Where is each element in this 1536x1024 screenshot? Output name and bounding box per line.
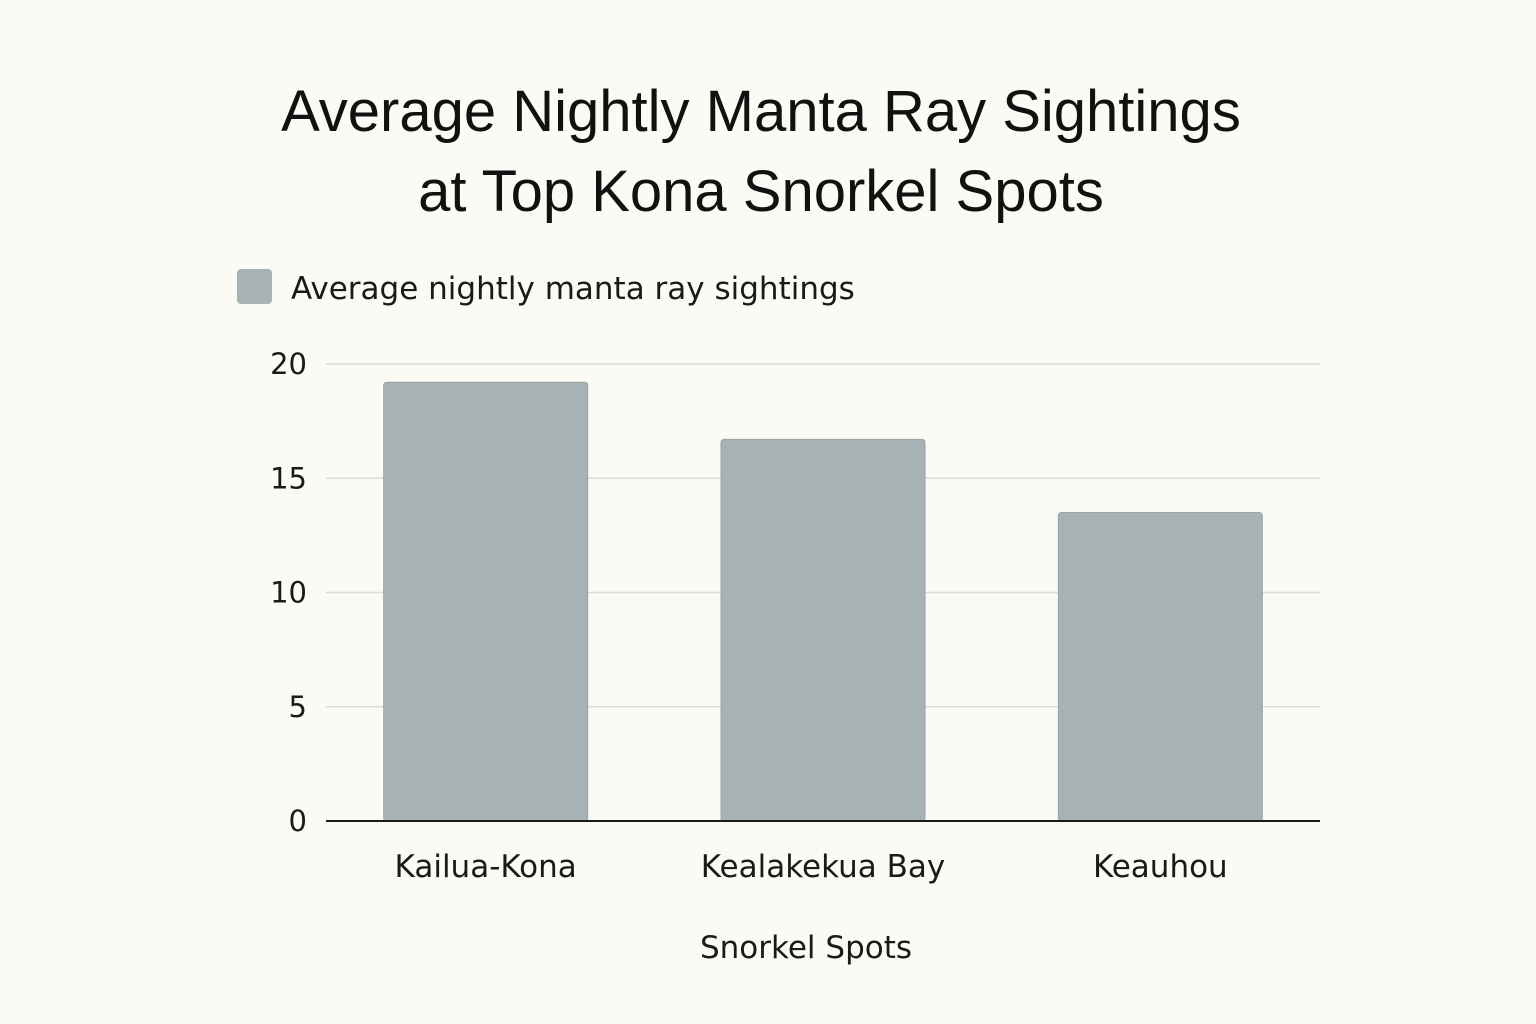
chart-title: Average Nightly Manta Ray Sightings at T… <box>0 72 1522 232</box>
legend-swatch <box>237 269 272 304</box>
y-tick-label: 0 <box>289 804 307 838</box>
bars <box>383 381 1263 822</box>
y-tick-label: 10 <box>270 576 307 610</box>
x-axis-categories: Kailua-Kona Kealakekua Bay Keauhou <box>395 849 1228 885</box>
bar-keauhou <box>1057 512 1263 822</box>
bar-kailua-kona <box>383 381 589 822</box>
x-category-label: Keauhou <box>1093 849 1228 885</box>
legend-label: Average nightly manta ray sightings <box>291 271 855 307</box>
y-tick-label: 20 <box>270 347 307 381</box>
chart-title-line-2: at Top Kona Snorkel Spots <box>418 159 1104 224</box>
x-category-label: Kealakekua Bay <box>701 849 946 885</box>
x-category-label: Kailua-Kona <box>395 849 577 885</box>
legend: Average nightly manta ray sightings <box>237 269 855 307</box>
chart-title-line-1: Average Nightly Manta Ray Sightings <box>281 79 1241 144</box>
y-tick-label: 5 <box>289 690 307 724</box>
y-axis-ticks: 0 5 10 15 20 <box>270 347 307 838</box>
bar-kealakekua-bay <box>720 438 926 822</box>
x-axis-title: Snorkel Spots <box>700 930 912 966</box>
y-tick-label: 15 <box>270 461 307 495</box>
